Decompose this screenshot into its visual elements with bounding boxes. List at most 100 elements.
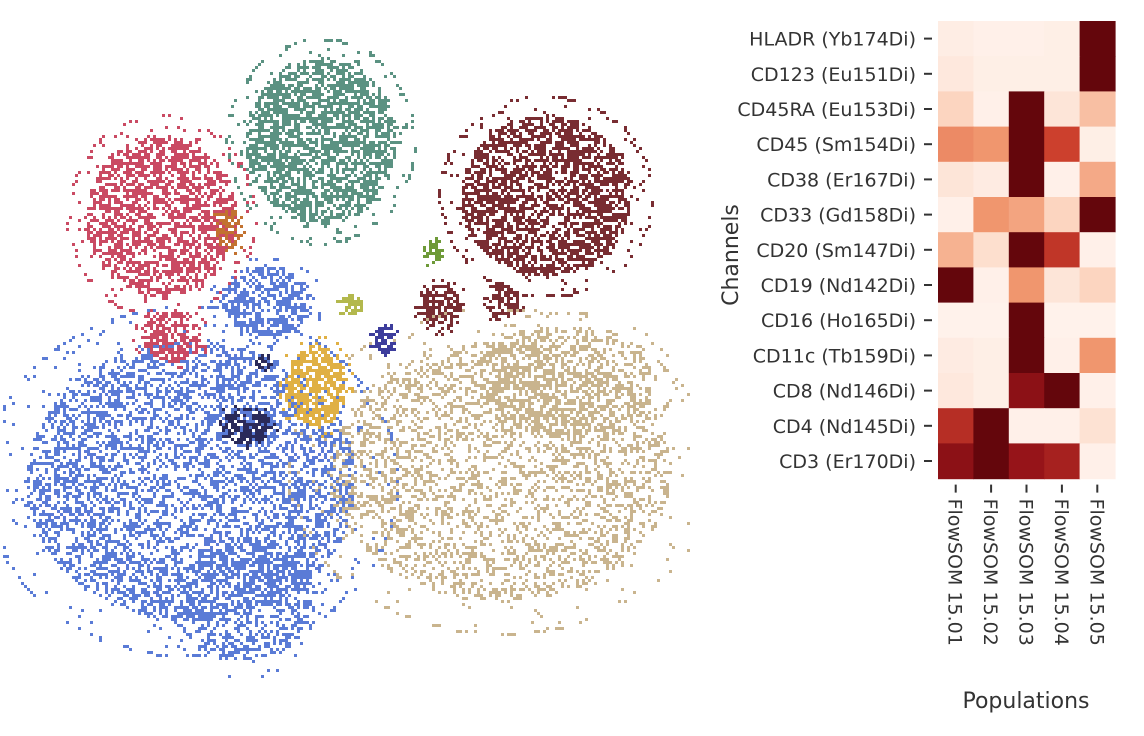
- scatter-point: [99, 375, 102, 378]
- scatter-point: [261, 474, 264, 477]
- scatter-point: [216, 342, 219, 345]
- scatter-point: [168, 372, 171, 375]
- scatter-point: [261, 528, 264, 531]
- scatter-point: [321, 501, 324, 504]
- scatter-point: [279, 603, 282, 606]
- scatter-point: [153, 522, 156, 525]
- scatter-point: [201, 516, 204, 519]
- scatter-point: [237, 477, 240, 480]
- scatter-point: [75, 546, 78, 549]
- scatter-point: [297, 585, 300, 588]
- scatter-point: [111, 387, 114, 390]
- scatter-point: [321, 447, 324, 450]
- scatter-point: [78, 453, 81, 456]
- scatter-point: [270, 366, 273, 369]
- scatter-point: [246, 552, 249, 555]
- scatter-point: [165, 360, 168, 363]
- scatter-point: [195, 450, 198, 453]
- scatter-point: [159, 486, 162, 489]
- scatter-point: [219, 408, 222, 411]
- scatter-point: [237, 387, 240, 390]
- scatter-point: [234, 525, 237, 528]
- scatter-point: [117, 540, 120, 543]
- scatter-point: [207, 429, 210, 432]
- scatter-point: [123, 375, 126, 378]
- scatter-point: [261, 408, 264, 411]
- scatter-point: [174, 561, 177, 564]
- scatter-point: [75, 393, 78, 396]
- scatter-point: [105, 585, 108, 588]
- scatter-point: [69, 507, 72, 510]
- scatter-point: [279, 426, 282, 429]
- scatter-point: [216, 567, 219, 570]
- scatter-point: [315, 339, 318, 342]
- scatter-point: [63, 414, 66, 417]
- scatter-point: [102, 513, 105, 516]
- scatter-point: [183, 402, 186, 405]
- scatter-point: [72, 549, 75, 552]
- scatter-point: [330, 444, 333, 447]
- scatter-point: [294, 561, 297, 564]
- scatter-point: [153, 462, 156, 465]
- scatter-point: [240, 489, 243, 492]
- scatter-point: [300, 483, 303, 486]
- scatter-point: [186, 363, 189, 366]
- scatter-point: [189, 549, 192, 552]
- scatter-point: [189, 411, 192, 414]
- scatter-point: [159, 384, 162, 387]
- scatter-point: [60, 567, 63, 570]
- scatter-point: [129, 579, 132, 582]
- scatter-point: [138, 381, 141, 384]
- scatter-point: [90, 621, 93, 624]
- scatter-point: [105, 552, 108, 555]
- scatter-point: [240, 426, 243, 429]
- scatter-point: [39, 519, 42, 522]
- scatter-point: [117, 480, 120, 483]
- scatter-point: [114, 453, 117, 456]
- scatter-point: [204, 324, 207, 327]
- scatter-point: [174, 531, 177, 534]
- scatter-point: [108, 423, 111, 426]
- scatter-point: [192, 513, 195, 516]
- scatter-point: [168, 405, 171, 408]
- scatter-point: [144, 510, 147, 513]
- scatter-point: [126, 387, 129, 390]
- scatter-point: [72, 471, 75, 474]
- scatter-point: [123, 366, 126, 369]
- scatter-point: [132, 567, 135, 570]
- scatter-point: [147, 411, 150, 414]
- scatter-point: [306, 510, 309, 513]
- scatter-point: [45, 429, 48, 432]
- scatter-point: [51, 507, 54, 510]
- scatter-point: [339, 507, 342, 510]
- scatter-point: [318, 396, 321, 399]
- scatter-point: [243, 390, 246, 393]
- scatter-point: [330, 516, 333, 519]
- scatter-point: [240, 474, 243, 477]
- scatter-point: [300, 447, 303, 450]
- scatter-point: [345, 492, 348, 495]
- scatter-point: [270, 600, 273, 603]
- scatter-point: [258, 501, 261, 504]
- scatter-point: [84, 405, 87, 408]
- scatter-point: [36, 522, 39, 525]
- scatter-point: [195, 609, 198, 612]
- scatter-point: [66, 441, 69, 444]
- scatter-point: [249, 372, 252, 375]
- scatter-point: [156, 390, 159, 393]
- scatter-point: [330, 609, 333, 612]
- scatter-point: [90, 507, 93, 510]
- scatter-point: [78, 468, 81, 471]
- scatter-point: [180, 501, 183, 504]
- scatter-point: [318, 543, 321, 546]
- scatter-point: [99, 531, 102, 534]
- scatter-point: [297, 561, 300, 564]
- scatter-point: [243, 417, 246, 420]
- scatter-point: [273, 363, 276, 366]
- scatter-point: [66, 417, 69, 420]
- scatter-point: [111, 390, 114, 393]
- scatter-point: [270, 510, 273, 513]
- scatter-point: [24, 480, 27, 483]
- scatter-point: [270, 435, 273, 438]
- scatter-point: [300, 525, 303, 528]
